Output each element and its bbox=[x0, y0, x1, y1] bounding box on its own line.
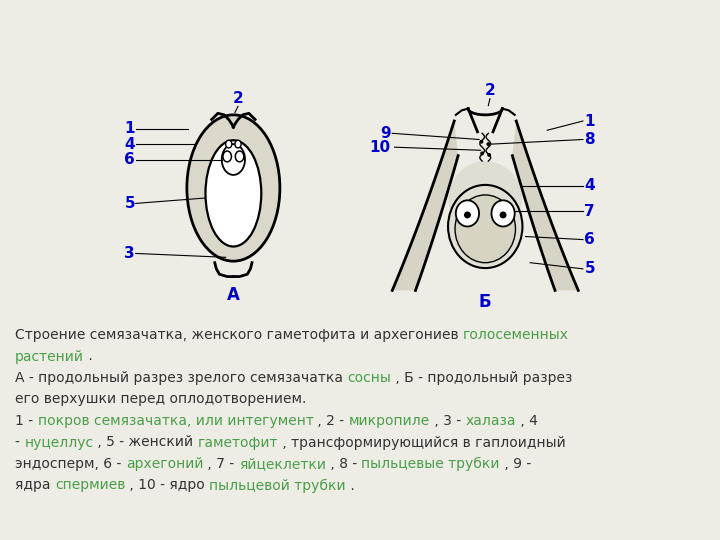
Text: нуцеллус: нуцеллус bbox=[24, 435, 94, 449]
Text: архегоний: архегоний bbox=[126, 457, 203, 471]
Text: покров семязачатка, или интегумент: покров семязачатка, или интегумент bbox=[37, 414, 313, 428]
Ellipse shape bbox=[500, 212, 507, 218]
Text: 5: 5 bbox=[585, 261, 595, 276]
Ellipse shape bbox=[456, 200, 479, 226]
Ellipse shape bbox=[492, 200, 515, 226]
Text: 10: 10 bbox=[369, 140, 391, 154]
Text: микропиле: микропиле bbox=[349, 414, 430, 428]
Text: пыльцевые трубки: пыльцевые трубки bbox=[361, 457, 500, 471]
Text: 1: 1 bbox=[585, 113, 595, 129]
Ellipse shape bbox=[487, 142, 490, 146]
Ellipse shape bbox=[205, 140, 261, 247]
Text: , 5 - женский: , 5 - женский bbox=[94, 435, 198, 449]
Text: пыльцевой трубки: пыльцевой трубки bbox=[210, 478, 346, 492]
Polygon shape bbox=[513, 121, 578, 291]
Text: , 2 -: , 2 - bbox=[313, 414, 349, 428]
Ellipse shape bbox=[225, 140, 232, 148]
Text: 6: 6 bbox=[124, 152, 135, 167]
Text: , трансформирующийся в гаплоидный: , трансформирующийся в гаплоидный bbox=[279, 435, 566, 449]
Text: яйцеклетки: яйцеклетки bbox=[239, 457, 325, 471]
Text: , 10 - ядро: , 10 - ядро bbox=[125, 478, 210, 492]
Text: 2: 2 bbox=[485, 83, 495, 98]
Text: спермиев: спермиев bbox=[55, 478, 125, 492]
Text: 1 -: 1 - bbox=[15, 414, 37, 428]
Ellipse shape bbox=[188, 116, 279, 260]
Ellipse shape bbox=[480, 140, 483, 144]
Text: растений: растений bbox=[15, 349, 84, 363]
Ellipse shape bbox=[448, 185, 523, 268]
Text: -: - bbox=[15, 435, 24, 449]
Text: 4: 4 bbox=[585, 178, 595, 193]
Polygon shape bbox=[392, 121, 458, 291]
Ellipse shape bbox=[480, 151, 484, 156]
Text: 5: 5 bbox=[125, 196, 135, 211]
Text: , 4: , 4 bbox=[516, 414, 538, 428]
Text: 2: 2 bbox=[233, 91, 243, 106]
Ellipse shape bbox=[223, 151, 231, 162]
Text: 6: 6 bbox=[585, 232, 595, 247]
Ellipse shape bbox=[487, 153, 491, 157]
Text: , 7 -: , 7 - bbox=[203, 457, 239, 471]
Text: Строение семязачатка, женского гаметофита и архегониев: Строение семязачатка, женского гаметофит… bbox=[15, 328, 463, 342]
Text: гаметофит: гаметофит bbox=[198, 435, 279, 449]
Text: халаза: халаза bbox=[466, 414, 516, 428]
Text: А - продольный разрез зрелого семязачатка: А - продольный разрез зрелого семязачатк… bbox=[15, 371, 347, 385]
Text: .: . bbox=[84, 349, 93, 363]
Text: его верхушки перед оплодотворением.: его верхушки перед оплодотворением. bbox=[15, 393, 307, 407]
Text: , Б - продольный разрез: , Б - продольный разрез bbox=[391, 371, 572, 385]
Text: 1: 1 bbox=[125, 121, 135, 136]
Text: ядра: ядра bbox=[15, 478, 55, 492]
Text: 4: 4 bbox=[125, 137, 135, 152]
Text: , 3 -: , 3 - bbox=[430, 414, 466, 428]
Ellipse shape bbox=[449, 161, 522, 238]
Text: эндосперм, 6 -: эндосперм, 6 - bbox=[15, 457, 126, 471]
Text: 8: 8 bbox=[585, 132, 595, 147]
Ellipse shape bbox=[235, 140, 241, 148]
Text: .: . bbox=[346, 478, 355, 492]
Text: А: А bbox=[227, 286, 240, 304]
Text: Б: Б bbox=[479, 294, 492, 312]
Text: , 8 -: , 8 - bbox=[325, 457, 361, 471]
Ellipse shape bbox=[235, 151, 244, 162]
Text: голосеменных: голосеменных bbox=[463, 328, 569, 342]
Text: 9: 9 bbox=[380, 126, 391, 141]
Ellipse shape bbox=[455, 195, 516, 262]
Text: , 9 -: , 9 - bbox=[500, 457, 531, 471]
Text: 7: 7 bbox=[585, 204, 595, 219]
Text: сосны: сосны bbox=[347, 371, 391, 385]
Text: 3: 3 bbox=[125, 246, 135, 261]
Ellipse shape bbox=[464, 212, 471, 218]
